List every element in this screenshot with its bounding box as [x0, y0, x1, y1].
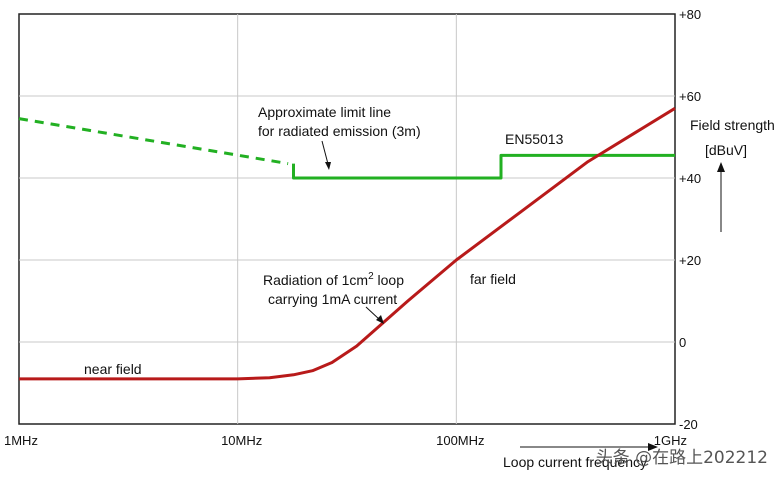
radiation-label-2: carrying 1mA current — [268, 291, 397, 307]
series-group — [18, 107, 676, 381]
y-tick-label: -20 — [679, 417, 698, 432]
x-axis-ticks: 1MHz 10MHz 100MHz 1GHz — [4, 433, 687, 448]
series-line-2 — [19, 107, 676, 381]
y-tick-label: +80 — [679, 7, 701, 22]
watermark: 头条 @在路上202212 — [596, 448, 768, 468]
limit-line-label-1: Approximate limit line — [258, 104, 391, 120]
radiation-label-1: Radiation of 1cm2 loop — [263, 271, 404, 288]
series-line-0 — [18, 117, 289, 166]
near-field-label: near field — [84, 361, 142, 377]
y-tick-label: +40 — [679, 171, 701, 186]
radiation-label-1-sup: 2 — [368, 271, 374, 282]
far-field-label: far field — [470, 271, 516, 287]
x-axis-arrow-head — [648, 443, 658, 451]
y-axis-unit: [dBuV] — [705, 142, 747, 158]
y-tick-label: +60 — [679, 89, 701, 104]
y-axis-arrow-head — [717, 162, 725, 172]
grid — [19, 14, 675, 424]
radiation-label-1-main: Radiation of 1cm — [263, 272, 368, 288]
series-line-1 — [292, 153, 675, 180]
en55013-label: EN55013 — [505, 131, 564, 147]
limit-line-label-2: for radiated emission (3m) — [258, 123, 421, 139]
y-axis-title: Field strength — [690, 117, 775, 133]
x-tick-label: 1GHz — [654, 433, 687, 448]
radiation-label-1-tail: loop — [374, 272, 405, 288]
x-tick-label: 10MHz — [221, 433, 262, 448]
x-axis-title: Loop current frequency — [503, 454, 647, 470]
limit-line-pointer-head — [325, 162, 331, 170]
radiation-pointer-head — [376, 315, 384, 324]
y-tick-label: +20 — [679, 253, 701, 268]
limit-line-pointer — [321, 140, 329, 165]
radiation-pointer — [365, 306, 381, 321]
x-tick-label: 100MHz — [436, 433, 484, 448]
y-tick-label: 0 — [679, 335, 686, 350]
x-tick-label: 1MHz — [4, 433, 38, 448]
plot-frame — [18, 13, 676, 425]
y-axis-ticks: +80 +60 +40 +20 0 -20 — [679, 7, 701, 432]
